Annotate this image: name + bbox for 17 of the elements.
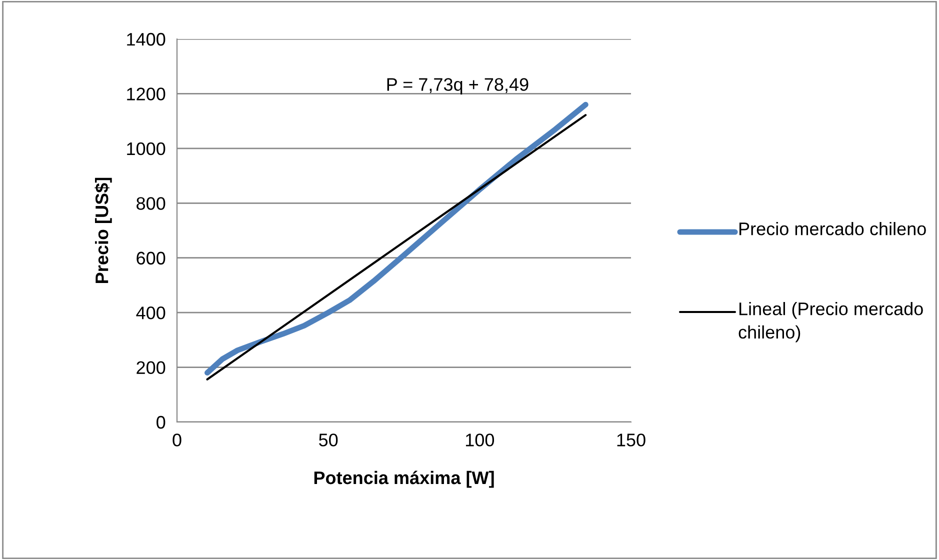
y-tick-label: 1400 xyxy=(127,32,166,46)
y-tick-label: 600 xyxy=(136,252,166,265)
y-tick-label: 0 xyxy=(156,416,166,429)
y-tick-label: 1200 xyxy=(127,88,166,100)
x-axis-title: Potencia máxima [W] xyxy=(314,470,494,488)
x-tick-label: 100 xyxy=(466,434,494,446)
y-tick-label: 200 xyxy=(136,361,166,374)
legend-label: Precio mercado chileno xyxy=(739,222,926,236)
x-tick-label: 50 xyxy=(319,434,338,446)
annotation: P = 7,73q + 78,49 xyxy=(387,78,528,94)
y-axis-title: Precio [US$] xyxy=(94,178,112,283)
y-tick-label: 400 xyxy=(136,306,166,320)
x-tick-label: 0 xyxy=(172,434,182,446)
y-tick-label: 1000 xyxy=(127,142,166,156)
y-tick-label: 800 xyxy=(136,197,166,210)
legend-label: Lineal (Precio mercado chileno) xyxy=(738,302,923,342)
x-tick-label: 150 xyxy=(617,434,646,446)
